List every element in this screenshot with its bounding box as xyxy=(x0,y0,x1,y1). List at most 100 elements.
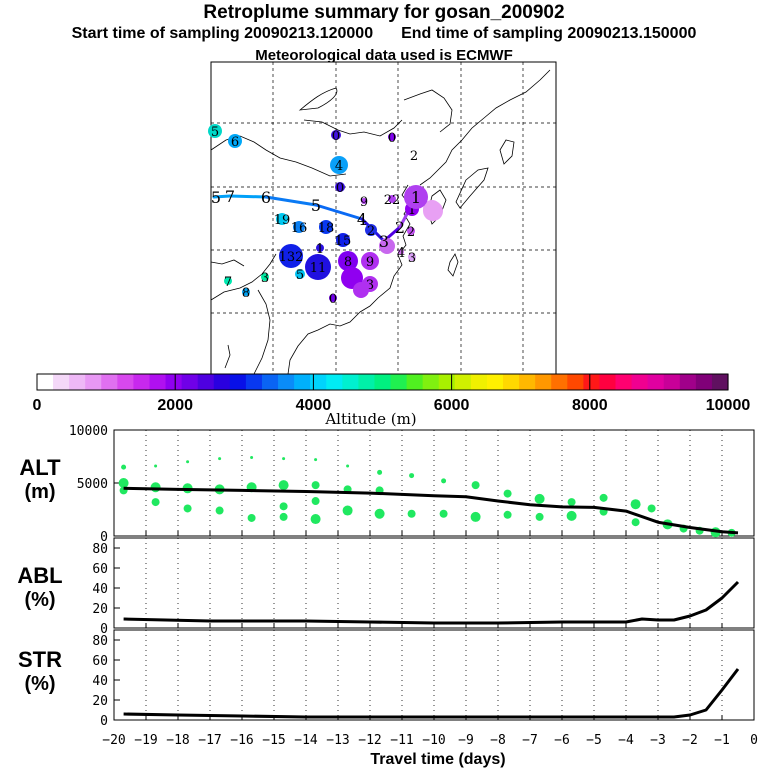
alt-cluster-point xyxy=(439,509,448,518)
colorbar-swatch xyxy=(583,374,601,390)
colorbar-swatch xyxy=(326,374,343,390)
colorbar-swatch xyxy=(535,374,552,390)
colorbar-swatch xyxy=(695,374,713,390)
abl-ytick-label: 80 xyxy=(92,542,108,557)
colorbar-swatch xyxy=(69,374,86,390)
alt-cluster-point xyxy=(503,510,512,519)
page-title: Retroplume summary for gosan_200902 xyxy=(203,2,565,23)
alt-label-name: ALT xyxy=(19,455,61,480)
plume-cluster-dot xyxy=(398,249,404,255)
alt-cluster-point xyxy=(534,493,545,504)
alt-cluster-point xyxy=(630,499,641,510)
colorbar-swatch xyxy=(406,374,424,390)
plume-cluster-label: 0 xyxy=(332,129,340,144)
colorbar-swatch xyxy=(631,374,649,390)
colorbar-swatch xyxy=(181,374,199,390)
trajectory-segment xyxy=(314,203,364,221)
xtick-label: −10 xyxy=(422,733,445,748)
plume-cluster-dot xyxy=(379,238,395,254)
plume-cluster-dot xyxy=(228,134,242,148)
plume-cluster-dot xyxy=(261,273,269,281)
colorbar-swatch xyxy=(261,374,279,390)
colorbar-swatch xyxy=(101,374,118,390)
plume-cluster-dot xyxy=(388,133,396,141)
plume-cluster-label: 15 xyxy=(335,234,352,249)
colorbar-swatch xyxy=(245,374,263,390)
start-time: Start time of sampling 20090213.120000 xyxy=(71,25,374,42)
plume-cluster-label: 9 xyxy=(366,255,374,270)
alt-ytick-label: 0 xyxy=(100,530,108,545)
map-panel: 5600240922123191618152241132118373589305… xyxy=(208,61,557,375)
alt-cluster-point xyxy=(566,510,577,521)
plume-cluster-dot xyxy=(423,201,443,221)
plume-cluster-dot xyxy=(407,227,415,235)
xtick-label: −12 xyxy=(358,733,381,748)
colorbar-swatch xyxy=(149,374,167,390)
abl-ytick-label: 40 xyxy=(92,582,108,597)
plume-cluster-label: 5 xyxy=(211,125,219,140)
plume-layer: 5600240922123191618152241132118373589305… xyxy=(208,124,443,307)
plume-cluster-label: 16 xyxy=(291,221,308,236)
colorbar-frame xyxy=(36,373,729,391)
alt-series-line xyxy=(123,486,739,535)
plume-cluster-dot xyxy=(305,254,331,280)
colorbar-swatch xyxy=(37,374,54,390)
plume-cluster-dot xyxy=(276,213,288,225)
colorbar-swatch xyxy=(422,374,440,390)
plume-cluster-label: 3 xyxy=(261,271,269,286)
plume-cluster-dot xyxy=(279,244,303,268)
alt-cluster-point xyxy=(118,478,129,488)
plume-cluster-label: 2 xyxy=(410,149,418,164)
xtick-label: −15 xyxy=(262,733,285,748)
trajectory-label: 5 xyxy=(311,196,321,215)
xtick-label: −9 xyxy=(458,733,474,748)
colorbar-tick-label: 0 xyxy=(33,397,42,414)
plume-cluster-dot xyxy=(353,282,369,298)
plume-cluster-dot xyxy=(361,198,367,204)
abl-label-name: ABL xyxy=(17,563,63,588)
plume-cluster-label: 3 xyxy=(366,278,374,293)
alt-cluster-point xyxy=(407,509,416,518)
str-ytick-label: 20 xyxy=(92,694,108,709)
colorbar-swatch xyxy=(438,374,456,390)
colorbar-swatch xyxy=(374,374,392,390)
xtick-label: −13 xyxy=(326,733,349,748)
plume-cluster-dot xyxy=(330,156,348,174)
xtick-label: −8 xyxy=(490,733,506,748)
plume-cluster-dot xyxy=(361,252,379,270)
xtick-label: −7 xyxy=(522,733,538,748)
xtick-label: −19 xyxy=(134,733,157,748)
trajectory-label: 6 xyxy=(261,188,271,207)
plume-cluster-label: 6 xyxy=(231,135,239,150)
colorbar-swatch xyxy=(310,374,327,390)
plume-cluster-dot xyxy=(331,130,341,140)
sampling-times: Start time of sampling 20090213.120000 En… xyxy=(0,25,768,43)
colorbar-swatch xyxy=(486,374,504,390)
colorbar-tick-label: 10000 xyxy=(706,397,751,414)
plume-cluster-dot xyxy=(335,182,345,192)
xaxis-title: Travel time (days) xyxy=(370,751,505,768)
xtick-label: −16 xyxy=(230,733,253,748)
alt-cluster-point xyxy=(314,458,318,462)
alt-cluster-point xyxy=(311,497,320,506)
abl-ytick-label: 0 xyxy=(100,622,108,637)
alt-cluster-point xyxy=(503,489,512,498)
plume-cluster-label: 8 xyxy=(242,286,250,301)
alt-label-unit: (m) xyxy=(24,481,56,503)
colorbar-swatch xyxy=(454,374,472,390)
colorbar-title: Altitude (m) xyxy=(324,410,416,428)
alt-cluster-point xyxy=(151,498,160,507)
colorbar-swatch xyxy=(213,374,231,390)
alt-cluster-point xyxy=(215,506,224,515)
plume-cluster-label: 5 xyxy=(296,268,304,283)
altitude-colorbar: 0 2000 4000 6000 8000 10000 Altitude (m) xyxy=(33,373,751,428)
plume-cluster-dot xyxy=(338,251,358,271)
trajectory-label: 3 xyxy=(379,232,389,251)
alt-cluster-point xyxy=(183,504,192,513)
str-label-unit: (%) xyxy=(24,673,56,695)
str-ytick-label: 40 xyxy=(92,674,108,689)
alt-cluster-point xyxy=(279,512,288,521)
alt-cluster-point xyxy=(567,498,576,507)
